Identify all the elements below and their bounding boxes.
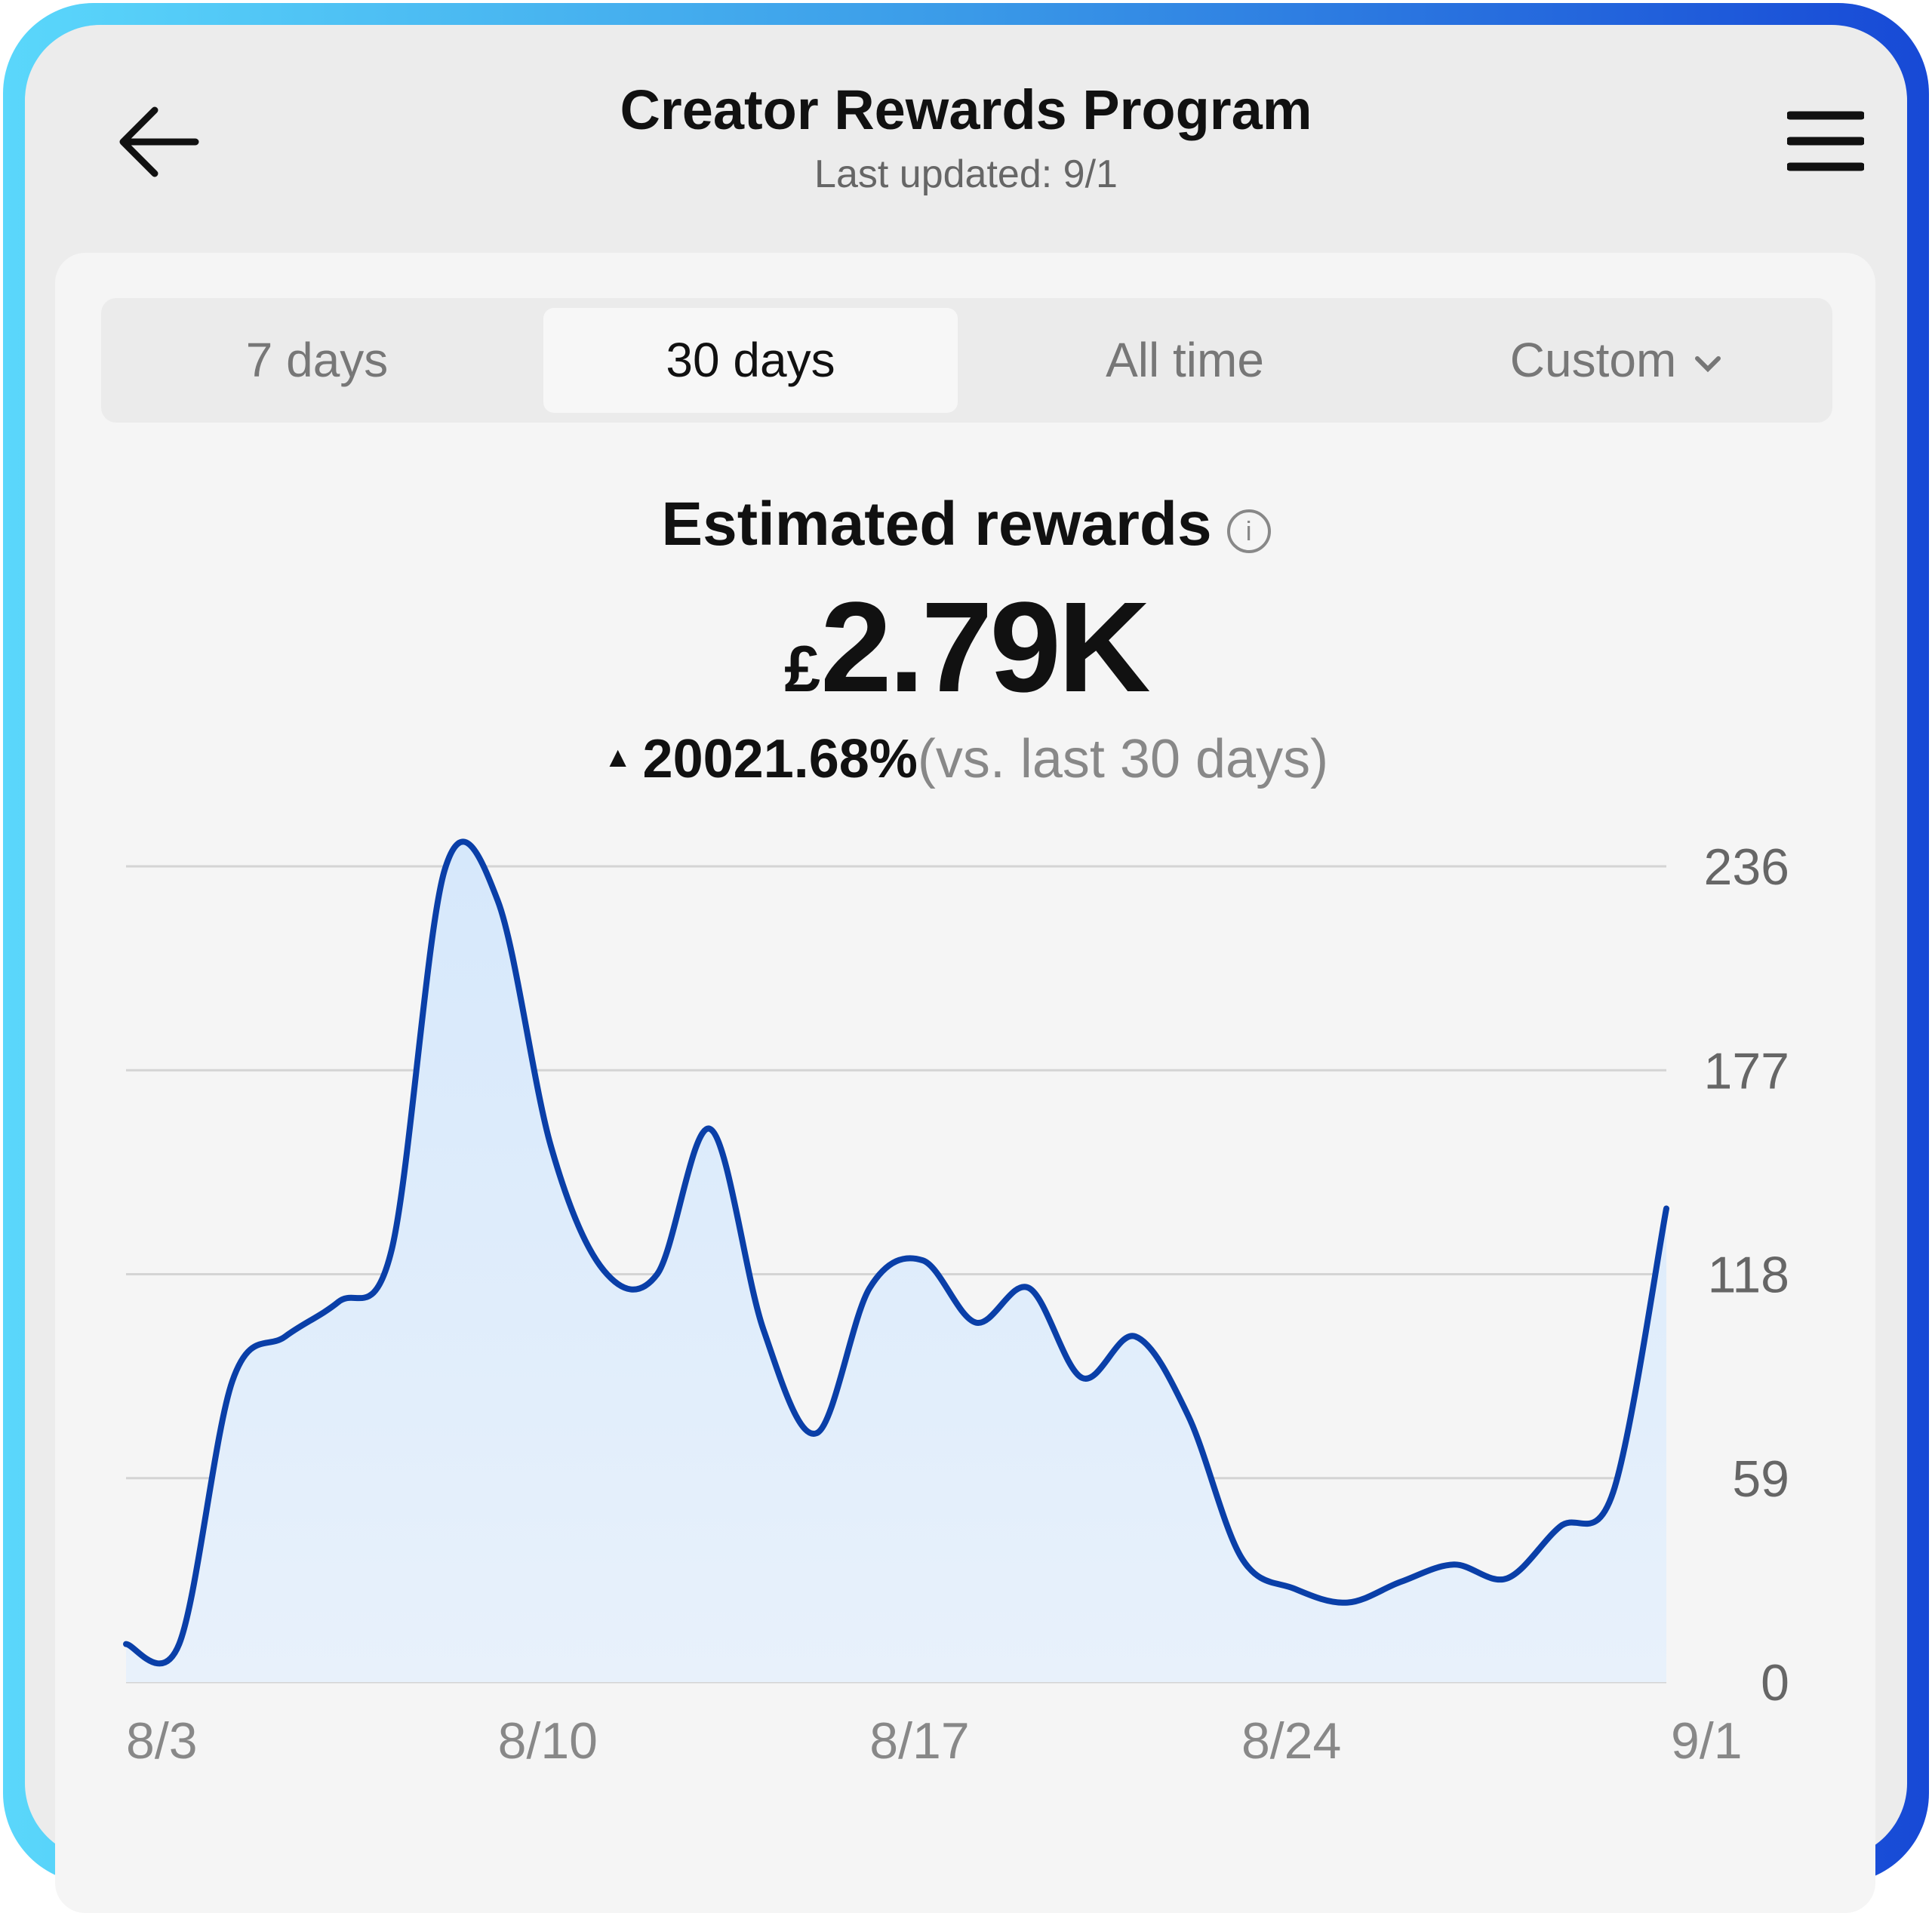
x-tick-label: 8/24	[1241, 1712, 1341, 1770]
arrow-left-icon[interactable]	[117, 104, 200, 180]
tab-30-days[interactable]: 30 days	[543, 308, 958, 413]
estimated-rewards-label: Estimated rewards	[661, 490, 1212, 558]
x-tick-label: 8/10	[498, 1712, 598, 1770]
x-tick-label: 8/3	[126, 1712, 198, 1770]
y-tick-label: 0	[1761, 1654, 1789, 1712]
y-tick-label: 118	[1708, 1247, 1789, 1304]
info-icon[interactable]: i	[1226, 509, 1271, 553]
y-tick-label: 177	[1704, 1042, 1789, 1100]
triangle-up-icon: ▲	[603, 742, 632, 774]
currency-symbol: £	[784, 633, 821, 706]
hamburger-menu-icon[interactable]	[1787, 109, 1864, 173]
tab-custom[interactable]: Custom	[1401, 308, 1832, 413]
y-tick-label: 236	[1704, 838, 1789, 896]
x-tick-label: 9/1	[1671, 1712, 1743, 1770]
tab-all-time[interactable]: All time	[1106, 333, 1264, 387]
change-comparison: (vs. last 30 days)	[917, 729, 1329, 789]
rewards-value: 2.79K	[820, 576, 1151, 719]
y-tick-label: 59	[1732, 1450, 1789, 1508]
series-line	[123, 838, 1669, 1667]
last-updated: Last updated: 9/1	[814, 152, 1118, 196]
estimated-rewards-heading: Estimated rewards i	[0, 489, 1932, 560]
chevron-down-icon	[1695, 356, 1721, 373]
change-percent: 20021.68%	[642, 729, 918, 789]
x-tick-label: 8/17	[869, 1712, 969, 1770]
tab-7-days[interactable]: 7 days	[245, 333, 389, 387]
period-tabs: 7 days 30 days All time Custom	[101, 298, 1832, 423]
change-indicator: ▲ 20021.68%(vs. last 30 days)	[0, 728, 1932, 790]
rewards-amount: £2.79K	[0, 574, 1932, 721]
tab-custom-label: Custom	[1509, 333, 1677, 387]
page-title: Creator Rewards Program	[620, 78, 1312, 141]
